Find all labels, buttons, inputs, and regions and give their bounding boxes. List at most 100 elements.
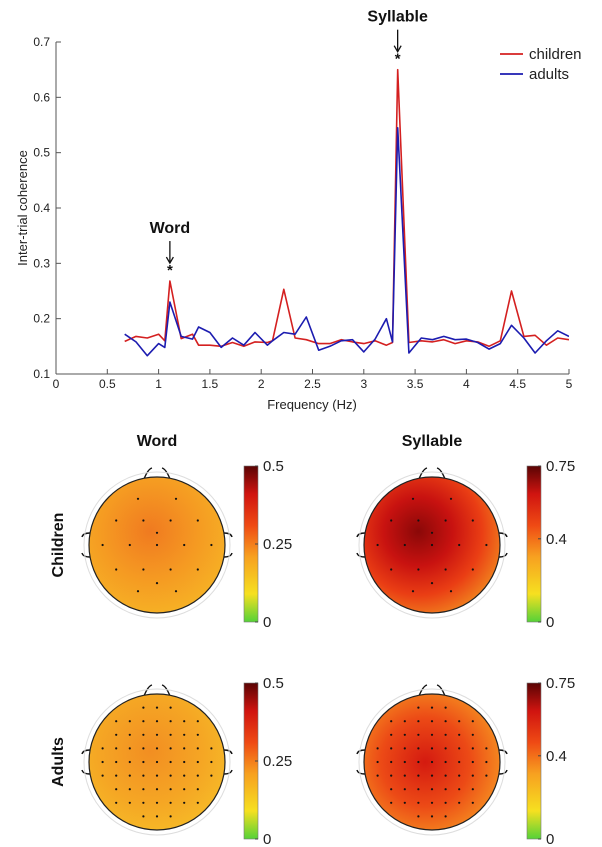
electrode-dot (430, 801, 434, 804)
electrode-dot (196, 801, 199, 804)
electrode-dot (430, 815, 434, 818)
electrode-dot (169, 815, 172, 818)
ear-mark-left-lower (81, 769, 91, 775)
nose-mark-left (418, 467, 428, 480)
nose-mark-right (436, 684, 446, 697)
y-tick-label: 0.3 (33, 256, 50, 270)
nose-mark-left (143, 684, 153, 697)
electrode-dot (115, 733, 118, 736)
electrode-dot (471, 733, 474, 736)
x-tick-label: 2.5 (304, 377, 321, 391)
electrode-dot (376, 747, 379, 750)
colorbar-tick-label: 0 (263, 831, 271, 847)
electrode-dot (115, 760, 118, 764)
electrode-dot (449, 590, 453, 593)
colorbar-tick-label: 0 (263, 614, 271, 631)
electrode-dot (128, 801, 131, 804)
electrode-dot (142, 706, 145, 709)
ear-mark-left-lower (356, 769, 366, 775)
electrode-dot (169, 774, 172, 777)
ear-mark-right (498, 749, 508, 755)
electrode-dot (128, 760, 131, 764)
electrode-dot (458, 733, 461, 736)
electrode-dot (417, 788, 420, 791)
electrode-dot (485, 774, 488, 777)
electrode-dot (169, 706, 172, 709)
electrode-dot (155, 760, 159, 764)
electrode-dot (115, 519, 118, 522)
axes-frame (55, 42, 569, 375)
ear-mark-right (498, 532, 508, 538)
annotation-arrowhead (165, 256, 174, 265)
electrode-dot (155, 788, 159, 791)
colorbar: 0.5 0.25 0 (243, 675, 292, 847)
electrode-dot (183, 801, 186, 804)
ear-mark-left-lower (81, 552, 91, 558)
electrode-dot (444, 706, 447, 709)
electrode-dot (142, 760, 145, 764)
nose-mark-right (436, 467, 446, 480)
electrode-dot (169, 747, 172, 750)
electrode-dot (430, 706, 434, 709)
electrode-dot (417, 720, 420, 723)
y-axis: 0.1 0.2 0.3 0.4 0.5 0.6 0.7 (33, 35, 61, 381)
electrode-dot (128, 788, 131, 791)
electrode-dot (444, 760, 447, 764)
electrode-dot (444, 720, 447, 723)
ear-mark-right-lower (223, 552, 233, 558)
x-axis: 0 0.5 1 1.5 2 2.5 3 3.5 4 4.5 5 (53, 369, 573, 391)
x-tick-label: 1 (155, 377, 162, 391)
annotation-label: Syllable (367, 9, 428, 26)
nose-mark-right (161, 684, 171, 697)
x-tick-label: 0.5 (99, 377, 116, 391)
electrode-dot (444, 568, 447, 571)
electrode-dot (174, 590, 178, 593)
nose-mark-left (143, 467, 153, 480)
electrode-dot (390, 568, 393, 571)
ear-mark-right (223, 749, 233, 755)
electrode-dot (449, 497, 453, 500)
electrode-dot (142, 788, 145, 791)
electrode-dot (155, 582, 159, 585)
ear-mark-left (356, 749, 366, 755)
scalp-map-adults-word (81, 684, 233, 836)
colorbar-tick-label: 0.75 (546, 675, 575, 692)
electrode-dot (471, 568, 474, 571)
electrode-dot (128, 747, 131, 750)
x-tick-label: 5 (566, 377, 573, 391)
electrode-dot (142, 720, 145, 723)
electrode-dot (169, 788, 172, 791)
electrode-dot (169, 720, 172, 723)
electrode-dot (169, 733, 172, 736)
electrode-dot (142, 568, 145, 571)
electrode-dot (155, 706, 159, 709)
electrode-dot (444, 519, 447, 522)
electrode-dot (101, 747, 104, 750)
x-axis-label: Frequency (Hz) (267, 397, 357, 412)
electrode-dot (142, 519, 145, 522)
electrode-dot (142, 733, 145, 736)
electrode-dot (115, 568, 118, 571)
electrode-dot (101, 774, 104, 777)
electrode-dot (458, 760, 461, 764)
electrode-dot (390, 720, 393, 723)
electrode-dot (471, 801, 474, 804)
colorbar: 0.75 0.4 0 (526, 675, 575, 847)
electrode-dot (183, 720, 186, 723)
colorbar-tick-label: 0.5 (263, 675, 284, 692)
electrode-dot (471, 788, 474, 791)
electrode-dot (430, 582, 434, 585)
colorbar-tick-label: 0.75 (546, 458, 575, 475)
nose-mark-left (418, 684, 428, 697)
electrode-dot (430, 747, 434, 750)
electrode-dot (115, 788, 118, 791)
electrode-dot (390, 733, 393, 736)
electrode-dot (115, 720, 118, 723)
series-layer (124, 68, 569, 357)
electrode-dot (196, 788, 199, 791)
electrode-dot (128, 720, 131, 723)
row-title: Children (50, 513, 67, 578)
head-halo (358, 471, 506, 619)
electrode-dot (155, 747, 159, 750)
colorbar-tick-label: 0 (546, 831, 554, 847)
